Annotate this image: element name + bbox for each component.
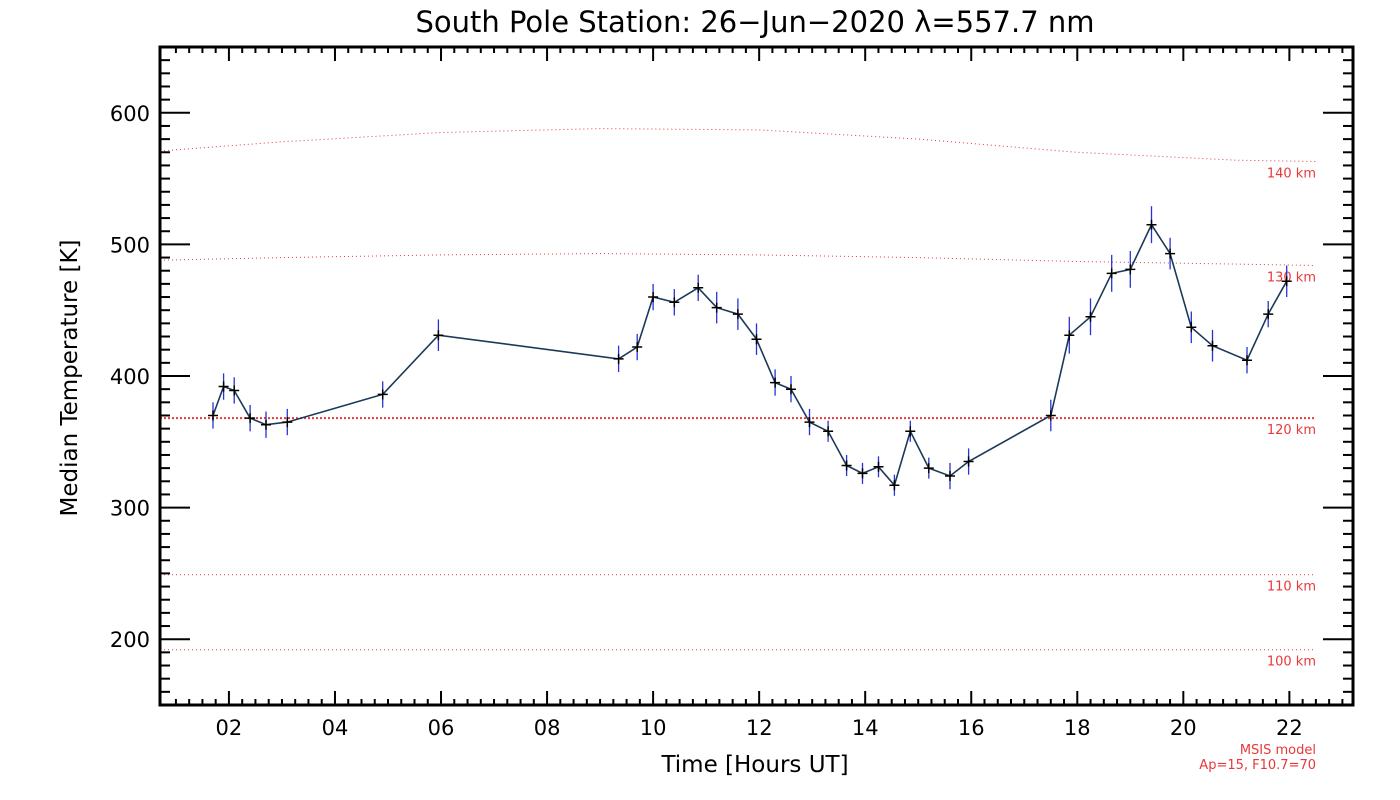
data-point <box>732 309 743 320</box>
data-point <box>208 410 218 421</box>
x-tick-label: 12 <box>746 716 773 740</box>
plot-axes: 02 04 06 08 10 12 14 16 18 20 22 200 300 400 500 600 <box>110 45 1355 740</box>
chart-title: South Pole Station: 26−Jun−2020 λ=557.7 … <box>415 5 1094 39</box>
x-tick-label: 10 <box>640 716 667 740</box>
data-point <box>905 426 916 437</box>
y-axis-label: Median Temperature [K] <box>57 240 83 517</box>
x-tick-label: 16 <box>958 716 985 740</box>
data-point <box>1186 322 1197 333</box>
msis-label-130-km: 130 km <box>1267 271 1316 286</box>
msis-label-100-km: 100 km <box>1267 655 1316 670</box>
x-tick-label: 04 <box>322 716 349 740</box>
data-point <box>1165 248 1176 259</box>
data-point <box>282 417 293 428</box>
msis-line-140-km <box>159 128 1316 162</box>
data-point <box>218 381 229 392</box>
data-point <box>1146 219 1157 230</box>
data-point <box>433 330 444 341</box>
data-point <box>770 377 781 388</box>
data-point <box>245 413 256 424</box>
data-point <box>945 471 955 481</box>
x-tick-label: 20 <box>1170 716 1197 740</box>
y-tick-label: 200 <box>110 628 150 652</box>
data-point <box>963 456 974 467</box>
data-point <box>841 460 852 471</box>
data-point <box>1045 410 1056 421</box>
data-point <box>1263 309 1274 320</box>
x-tick-label: 02 <box>216 716 243 740</box>
data-point <box>229 385 240 396</box>
data-point <box>1064 330 1075 341</box>
data-point <box>613 353 624 364</box>
x-tick-label: 22 <box>1276 716 1303 740</box>
data-point <box>377 389 388 400</box>
y-tick-label: 500 <box>110 233 150 257</box>
data-point <box>889 480 900 491</box>
data-point <box>1125 264 1136 275</box>
x-tick-label: 06 <box>428 716 455 740</box>
data-point <box>1085 311 1096 322</box>
data-point <box>823 426 834 437</box>
temperature-series <box>208 206 1292 496</box>
data-point <box>261 419 271 430</box>
msis-label-140-km: 140 km <box>1267 167 1316 182</box>
data-point <box>751 334 762 345</box>
x-tick-label: 08 <box>534 716 561 740</box>
x-tick-label: 14 <box>852 716 879 740</box>
x-tick-label: 18 <box>1064 716 1091 740</box>
data-point <box>923 463 934 474</box>
msis-model-note: MSIS model <box>1240 743 1316 758</box>
msis-line-130-km <box>159 253 1316 266</box>
msis-reference-lines: 140 km 130 km 120 km 110 km 100 km <box>159 128 1316 670</box>
data-point <box>1242 355 1252 366</box>
data-point <box>693 282 704 293</box>
plot-frame <box>158 45 1355 707</box>
x-axis-label: Time [Hours UT] <box>660 752 848 778</box>
data-point <box>648 292 659 302</box>
data-point <box>669 297 680 308</box>
data-point <box>711 302 722 313</box>
data-point <box>632 342 643 352</box>
data-point <box>1281 276 1292 287</box>
data-point <box>1106 268 1117 279</box>
msis-label-120-km: 120 km <box>1267 423 1316 438</box>
data-point <box>857 468 868 479</box>
msis-parameters-note: Ap=15, F10.7=70 <box>1199 758 1316 773</box>
data-point <box>786 384 796 395</box>
data-point <box>804 417 815 428</box>
data-point <box>1207 340 1218 351</box>
y-tick-label: 600 <box>110 102 150 126</box>
y-tick-label: 300 <box>110 497 150 521</box>
series-line <box>212 223 1288 487</box>
msis-label-110-km: 110 km <box>1267 580 1316 595</box>
data-point <box>873 461 884 472</box>
y-tick-label: 400 <box>110 365 150 389</box>
